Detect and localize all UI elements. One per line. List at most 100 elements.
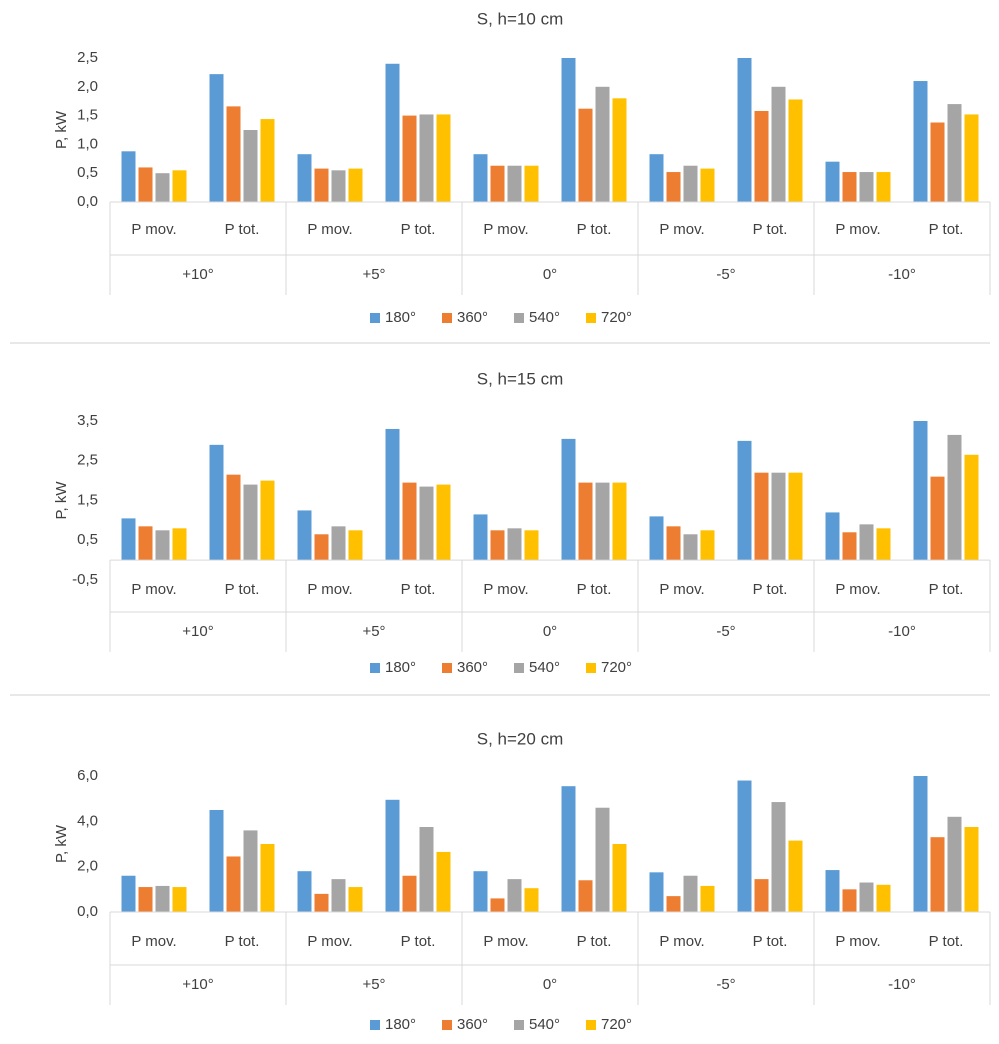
bar (436, 114, 451, 202)
y-tick-label: 1,5 (77, 491, 98, 508)
x-tick-label: P tot. (225, 933, 260, 950)
bar (314, 168, 329, 202)
chart-title: S, h=20 cm (477, 729, 563, 748)
x-tick-label: P mov. (483, 581, 528, 598)
y-tick-label: -0,5 (72, 571, 98, 588)
bar (825, 512, 840, 561)
bar (507, 165, 522, 202)
bar (930, 837, 945, 912)
x-tick-label: P mov. (835, 581, 880, 598)
group-label: +10° (182, 976, 213, 993)
y-tick-label: 0,5 (77, 164, 98, 181)
bar (436, 851, 451, 912)
bar (243, 484, 258, 561)
bar (260, 480, 275, 561)
x-tick-label: P tot. (753, 221, 788, 238)
bar (172, 887, 187, 912)
legend-swatch (586, 663, 596, 673)
y-tick-label: 4,0 (77, 812, 98, 829)
legend-label: 540° (529, 659, 560, 676)
bar (172, 528, 187, 561)
legend-label: 720° (601, 1016, 632, 1033)
bar (226, 106, 241, 202)
bar (649, 872, 664, 912)
bar (612, 844, 627, 912)
bar (578, 482, 593, 561)
bar (788, 472, 803, 561)
y-tick-label: 0,5 (77, 531, 98, 548)
bar (947, 434, 962, 561)
bar (297, 154, 312, 202)
group-label: -5° (716, 266, 735, 283)
legend-swatch (370, 1020, 380, 1030)
bar (595, 807, 610, 912)
bar (419, 486, 434, 561)
bar (473, 514, 488, 561)
bar (825, 870, 840, 912)
x-tick-label: P mov. (659, 221, 704, 238)
group-label: -10° (888, 976, 916, 993)
x-tick-label: P tot. (401, 581, 436, 598)
y-tick-label: 2,5 (77, 452, 98, 469)
chart-title: S, h=15 cm (477, 369, 563, 388)
y-tick-label: 6,0 (77, 767, 98, 784)
bar (930, 122, 945, 202)
bar (155, 173, 170, 202)
bar (243, 130, 258, 202)
bar (683, 875, 698, 912)
group-label: +5° (362, 976, 385, 993)
bar (825, 161, 840, 202)
legend-label: 540° (529, 1016, 560, 1033)
bar (419, 827, 434, 912)
legend-swatch (442, 313, 452, 323)
y-axis-label: P, kW (53, 824, 70, 863)
bar (913, 421, 928, 561)
bar (209, 444, 224, 561)
legend-label: 720° (601, 659, 632, 676)
bar (947, 104, 962, 202)
bar (666, 896, 681, 912)
bar (700, 168, 715, 202)
bar (121, 518, 136, 561)
legend-swatch (370, 313, 380, 323)
bar (138, 526, 153, 561)
bar (771, 86, 786, 202)
y-tick-label: 1,5 (77, 107, 98, 124)
bar (561, 786, 576, 912)
x-tick-label: P mov. (307, 581, 352, 598)
legend-swatch (586, 313, 596, 323)
group-label: -10° (888, 266, 916, 283)
bar (331, 526, 346, 561)
bar (842, 889, 857, 912)
bar (436, 484, 451, 561)
x-tick-label: P mov. (131, 221, 176, 238)
bar (348, 168, 363, 202)
x-tick-label: P tot. (225, 221, 260, 238)
bar (595, 482, 610, 561)
legend-swatch (514, 313, 524, 323)
legend-label: 720° (601, 309, 632, 326)
bar (859, 172, 874, 202)
bar (121, 151, 136, 202)
x-tick-label: P tot. (401, 221, 436, 238)
y-tick-label: 2,5 (77, 49, 98, 66)
group-label: -10° (888, 623, 916, 640)
legend-label: 180° (385, 309, 416, 326)
bar (578, 108, 593, 202)
bar (331, 170, 346, 202)
bar (297, 871, 312, 912)
x-tick-label: P tot. (225, 581, 260, 598)
bar (524, 888, 539, 912)
bar (524, 530, 539, 561)
y-tick-label: 1,0 (77, 135, 98, 152)
y-axis-label: P, kW (53, 110, 70, 149)
bar (314, 893, 329, 912)
bar (155, 885, 170, 912)
x-tick-label: P mov. (307, 933, 352, 950)
legend-swatch (370, 663, 380, 673)
bar (913, 81, 928, 202)
bar (209, 74, 224, 202)
x-tick-label: P mov. (483, 221, 528, 238)
bar (402, 875, 417, 912)
x-tick-label: P tot. (929, 581, 964, 598)
